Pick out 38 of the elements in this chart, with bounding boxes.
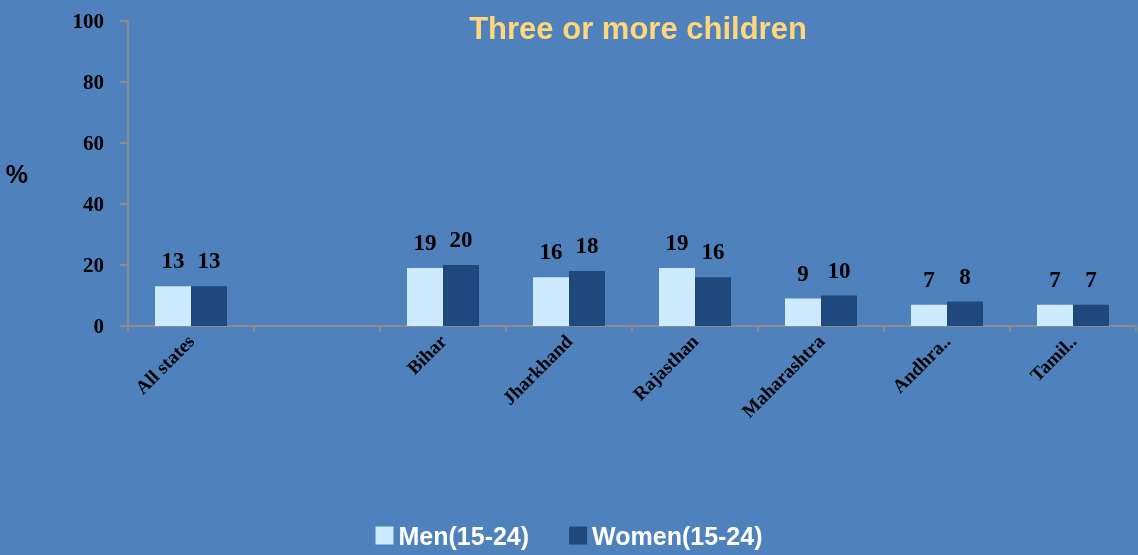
data-label: 20: [449, 227, 473, 252]
data-label: 13: [161, 248, 185, 274]
data-label: 18: [575, 233, 599, 259]
data-label: 19: [413, 230, 437, 256]
bar: [1073, 304, 1109, 326]
y-tick-label: 0: [93, 314, 104, 338]
data-label: 7: [1049, 266, 1061, 292]
bar: [1037, 304, 1073, 326]
data-label: 9: [797, 260, 809, 286]
data-label: 10: [827, 257, 851, 283]
bar: [659, 268, 695, 326]
bar: [821, 295, 857, 326]
bar: [533, 277, 569, 326]
bar: [443, 265, 479, 326]
y-tick-label: 100: [72, 9, 104, 33]
bar: [785, 298, 821, 326]
bar: [155, 286, 191, 326]
bar: [191, 286, 227, 326]
y-tick-label: 40: [83, 192, 104, 216]
bar: [695, 277, 731, 326]
data-label: 7: [1085, 266, 1097, 292]
y-axis-title: %: [5, 159, 28, 188]
legend-label: Men(15-24): [398, 521, 530, 550]
chart-title: Three or more children: [469, 11, 807, 46]
data-label: 13: [197, 248, 221, 274]
data-label: 19: [665, 230, 689, 256]
bar: [569, 271, 605, 326]
bar: [407, 268, 443, 326]
data-label: 16: [701, 239, 725, 265]
y-tick-label: 60: [83, 131, 104, 155]
data-label: 7: [923, 266, 935, 292]
y-tick-label: 80: [83, 70, 104, 94]
y-tick-label: 20: [83, 253, 104, 277]
bar: [911, 304, 947, 326]
data-label: 8: [959, 263, 971, 289]
data-label: 16: [539, 239, 563, 265]
bar: [947, 301, 983, 326]
legend-label: Women(15-24): [592, 521, 763, 550]
